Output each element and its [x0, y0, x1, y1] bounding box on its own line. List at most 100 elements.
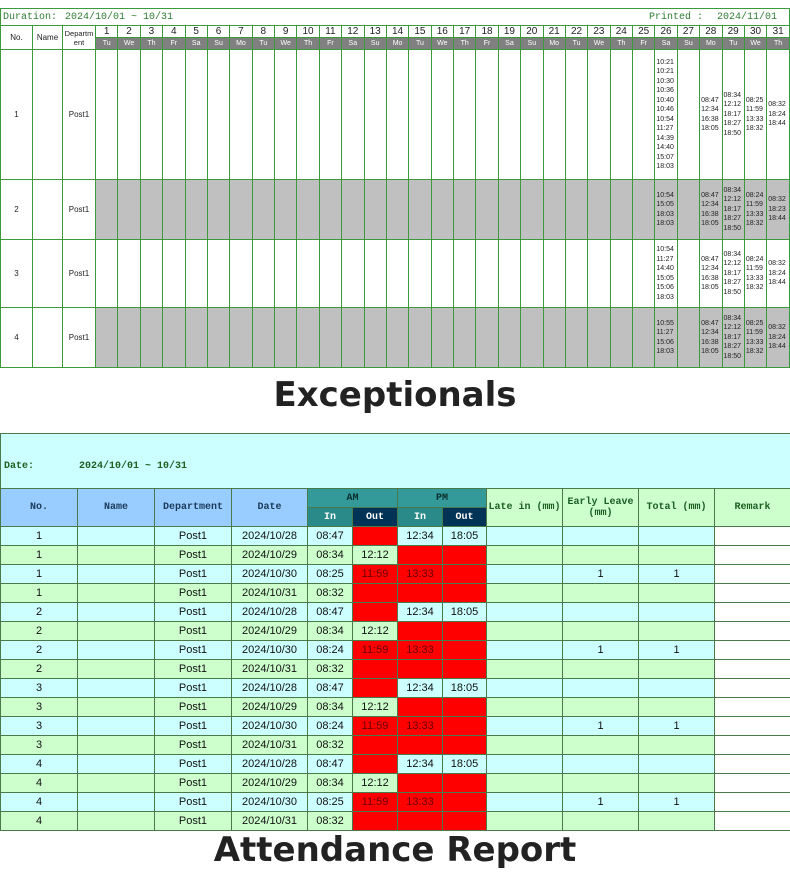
- record-cell: 4: [0, 792, 78, 812]
- day-cell: [162, 179, 186, 240]
- day-number: 2: [117, 25, 141, 38]
- day-number: 10: [296, 25, 320, 38]
- employee-row: 1 Post1 10:21 10:21 10:30 10:36 10:40 10:46 10:5…: [0, 49, 790, 180]
- attendance-sheet: Date: 2024/10/01 ~ 10/31 No. Name Department…: [0, 433, 790, 831]
- weekday: We: [587, 37, 611, 50]
- record-cell: Post1: [154, 678, 232, 698]
- record-cell: 08:47: [307, 754, 353, 774]
- punch-time: 18:24: [768, 110, 786, 118]
- punch-time: 18:03: [656, 293, 674, 301]
- record-cell: [77, 754, 155, 774]
- day-cell: [631, 307, 656, 368]
- record-row: 3 Post1 2024/10/30 08:24 11:59 13:33 1 1: [0, 716, 790, 736]
- record-cell: 1: [0, 545, 78, 565]
- weekday: Tu: [564, 37, 589, 50]
- record-cell: [713, 735, 790, 755]
- punch-time: 08:25: [745, 319, 764, 327]
- record-cell: 08:34: [307, 697, 353, 717]
- day-cell: [520, 307, 544, 368]
- record-cell: [486, 526, 563, 546]
- record-cell: 12:12: [352, 697, 398, 717]
- record-cell: [77, 583, 155, 603]
- record-cell: [713, 678, 790, 698]
- record-cell: Post1: [154, 545, 232, 565]
- punch-time: 10:36: [656, 87, 674, 94]
- punch-time: 12:34: [701, 201, 719, 208]
- day-cell: [497, 179, 522, 240]
- record-cell: [352, 583, 398, 603]
- punch-time: 18:17: [723, 110, 742, 118]
- record-cell: [486, 564, 563, 584]
- record-cell: [397, 621, 443, 641]
- record-row: 2 Post1 2024/10/30 08:24 11:59 13:33 1 1: [0, 640, 790, 660]
- day-number-row: No. Name Department 1 2 3 4 5 6 7 8 9 10 11 12 13 14 15 16…: [0, 25, 790, 50]
- record-cell: 12:34: [397, 526, 443, 546]
- record-cell: [638, 697, 715, 717]
- day-cell: [273, 49, 298, 180]
- day-number: 7: [229, 25, 253, 38]
- day-cell: [341, 179, 365, 240]
- day-cell: [273, 307, 298, 368]
- record-cell: 08:24: [307, 640, 353, 660]
- day-cell: [542, 179, 566, 240]
- record-cell: [486, 773, 563, 793]
- day-cell: [296, 49, 320, 180]
- day-cell: [587, 239, 611, 308]
- record-cell: [486, 602, 563, 622]
- day-cell: [363, 307, 387, 368]
- record-cell: 1: [638, 716, 715, 736]
- record-cell: 2024/10/30: [231, 640, 308, 660]
- weekday: We: [273, 37, 298, 50]
- record-cell: [397, 659, 443, 679]
- day-cell: 08:32 18:23 18:44: [766, 179, 790, 240]
- day-cell: [184, 307, 208, 368]
- punch-time: 18:17: [723, 333, 742, 341]
- record-cell: 2024/10/29: [231, 773, 308, 793]
- day-cell: 08:34 12:12 18:17 18:27 18:50: [721, 49, 745, 180]
- day-cell: [363, 239, 387, 308]
- punch-time: 18:32: [745, 348, 764, 355]
- punch-time: 18:50: [723, 224, 742, 232]
- record-cell: 2024/10/30: [231, 564, 308, 584]
- day-cell: [363, 179, 387, 240]
- weekday: Su: [520, 37, 544, 50]
- record-cell: [77, 545, 155, 565]
- day-cell: [430, 179, 455, 240]
- record-cell: [442, 564, 487, 584]
- day-cell: [94, 307, 119, 368]
- punch-time: 08:34: [723, 186, 742, 194]
- record-cell: [442, 545, 487, 565]
- day-cell: [520, 179, 544, 240]
- day-cell: 10:55 11:27 15:06 18:03: [654, 307, 678, 368]
- punch-time: 11:59: [745, 265, 763, 272]
- day-cell: [542, 49, 566, 180]
- record-cell: 1: [562, 716, 639, 736]
- day-cell: [206, 239, 231, 308]
- day-cell: [587, 179, 611, 240]
- record-row: 1 Post1 2024/10/29 08:34 12:12: [0, 545, 790, 565]
- record-cell: 2024/10/28: [231, 678, 308, 698]
- day-cell: [631, 179, 656, 240]
- weekday: Tu: [721, 37, 745, 50]
- column-header: Department: [154, 488, 232, 527]
- day-cell: [229, 49, 253, 180]
- record-cell: 08:32: [307, 583, 353, 603]
- weekday: Mo: [229, 37, 253, 50]
- day-cell: [520, 239, 544, 308]
- caption: Attendance Report: [213, 830, 577, 870]
- record-cell: [713, 716, 790, 736]
- record-cell: [442, 735, 487, 755]
- record-cell: [397, 735, 443, 755]
- record-cell: [442, 621, 487, 641]
- record-cell: 2: [0, 659, 78, 679]
- weekday: Th: [139, 37, 164, 50]
- record-cell: [713, 545, 790, 565]
- punch-time: 15:06: [656, 284, 674, 291]
- weekday: Tu: [408, 37, 432, 50]
- day-cell: 08:24 11:59 13:33 18:32: [743, 239, 768, 308]
- sheet-header-content: Duration: 2024/10/01 ~ 10/31 Printed : 2024…: [2, 12, 789, 23]
- punch-time: 08:32: [768, 324, 786, 332]
- day-cell: [318, 239, 343, 308]
- day-cell: [117, 239, 141, 308]
